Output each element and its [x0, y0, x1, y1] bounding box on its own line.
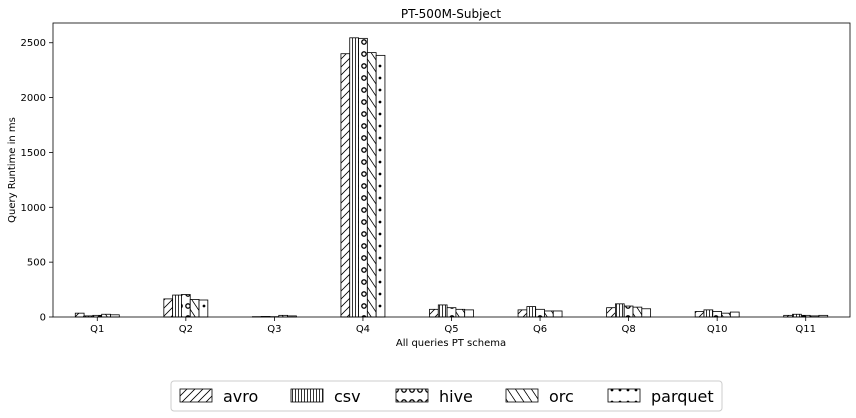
- bars-group: [74, 37, 829, 318]
- bar-parquet-q8: [641, 308, 652, 318]
- bar-hive-q8: [623, 305, 634, 318]
- bar-avro-q5: [429, 308, 439, 318]
- bar-avro-q4: [340, 53, 351, 318]
- x-tick-label-q11: Q11: [795, 324, 816, 335]
- x-axis: Q1 Q2 Q3 Q4 Q5 Q6 Q8 Q10 Q11: [90, 317, 816, 335]
- bar-orc-q5: [455, 308, 466, 318]
- x-tick-label-q3: Q3: [267, 324, 281, 335]
- bar-csv-q6: [526, 306, 537, 318]
- legend-label-hive: hive: [439, 387, 473, 406]
- bar-csv-q2: [172, 294, 182, 318]
- bar-csv-q8: [615, 303, 625, 318]
- bar-orc-q10: [721, 312, 731, 318]
- bar-parquet-q4: [375, 54, 386, 318]
- bar-orc-q8: [632, 306, 643, 318]
- legend-swatch-csv: [290, 388, 324, 403]
- x-tick-label-q5: Q5: [444, 324, 458, 335]
- bar-avro-q6: [517, 309, 528, 318]
- bar-parquet-q10: [729, 311, 740, 318]
- y-axis-title: Query Runtime in ms: [7, 117, 18, 223]
- legend-swatch-parquet: [607, 388, 641, 403]
- y-tick-label: 1500: [21, 148, 46, 159]
- y-axis: 0 500 1000 1500 2000 2500: [21, 38, 53, 324]
- bar-csv-q10: [703, 309, 714, 318]
- legend-label-orc: orc: [549, 387, 574, 406]
- y-tick-label: 2500: [21, 38, 46, 49]
- legend-frame: [170, 380, 723, 412]
- x-tick-label-q4: Q4: [356, 324, 370, 335]
- bar-avro-q10: [694, 311, 705, 318]
- bar-avro-q2: [163, 298, 174, 318]
- legend-swatch-avro: [179, 388, 213, 403]
- chart-title: PT-500M-Subject: [401, 7, 502, 21]
- bar-parquet-q6: [552, 310, 563, 318]
- bar-orc-q6: [544, 310, 554, 318]
- legend-label-parquet: parquet: [651, 387, 714, 406]
- bar-csv-q4: [349, 37, 359, 318]
- bar-hive-q10: [712, 311, 722, 318]
- plot-frame: [52, 22, 851, 318]
- x-tick-label-q2: Q2: [179, 324, 193, 335]
- bar-parquet-q5: [464, 309, 474, 318]
- bar-csv-q11: [792, 313, 802, 318]
- bar-hive-q2: [181, 294, 191, 318]
- bar-avro-q1: [74, 312, 85, 318]
- bar-csv-q5: [437, 304, 448, 318]
- x-tick-label-q6: Q6: [533, 324, 547, 335]
- legend-label-avro: avro: [223, 387, 258, 406]
- y-tick-label: 2000: [21, 93, 46, 104]
- bar-parquet-q2: [198, 299, 209, 318]
- legend: avro csv hive orc parquet: [170, 380, 723, 412]
- bar-orc-q1: [101, 313, 111, 318]
- x-tick-label-q8: Q8: [621, 324, 635, 335]
- x-axis-title: All queries PT schema: [396, 338, 506, 349]
- y-tick-label: 1000: [21, 203, 46, 214]
- bar-orc-q4: [366, 52, 377, 318]
- bar-avro-q8: [606, 307, 616, 318]
- y-tick-label: 500: [27, 258, 46, 269]
- bar-hive-q4: [358, 37, 368, 318]
- x-tick-label-q10: Q10: [707, 324, 728, 335]
- legend-label-csv: csv: [334, 387, 361, 406]
- x-tick-label-q1: Q1: [90, 324, 104, 335]
- bar-hive-q5: [446, 307, 457, 318]
- bar-hive-q6: [535, 308, 545, 318]
- legend-swatch-orc: [505, 388, 539, 403]
- legend-swatch-hive: [395, 388, 429, 403]
- y-tick-label: 0: [40, 313, 46, 324]
- bar-orc-q2: [189, 299, 200, 318]
